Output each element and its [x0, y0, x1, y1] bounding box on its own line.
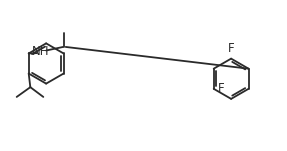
Text: F: F	[228, 42, 234, 55]
Text: NH: NH	[32, 45, 50, 58]
Text: F: F	[218, 82, 224, 95]
